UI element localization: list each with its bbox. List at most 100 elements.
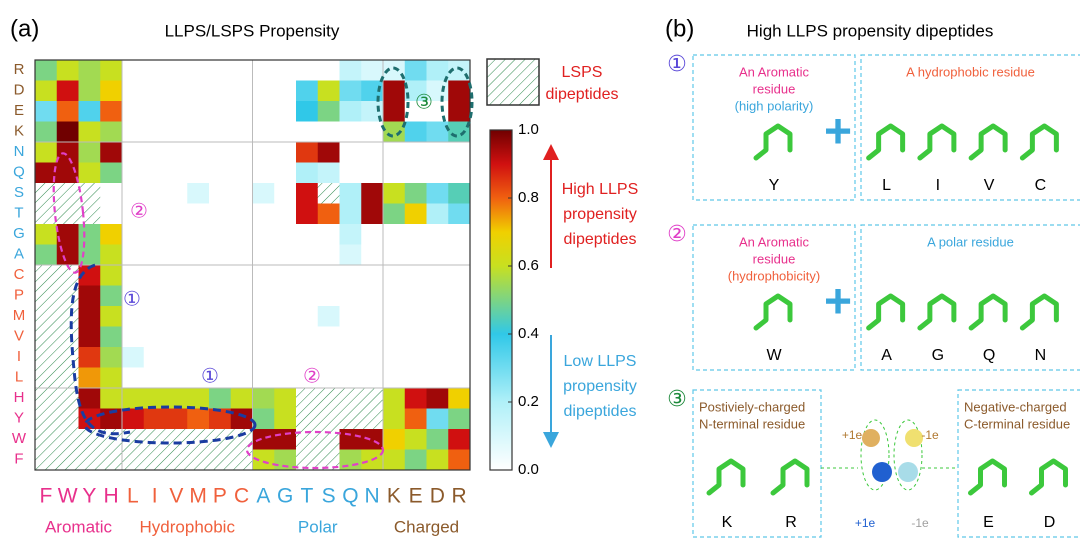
annotation: propensity [563,206,637,223]
box-text: An Aromatic [739,64,810,79]
cell [79,368,101,389]
cell [296,101,318,122]
box-text: Postiviely-charged [699,399,805,414]
cell [144,245,166,266]
row-label: E [14,102,24,119]
colorbar-tick-label: 1.0 [518,121,539,138]
lsps-cell [340,409,362,430]
cell [100,224,122,245]
lsps-cell [318,183,340,204]
cell [144,122,166,143]
cell [361,60,383,81]
column-label: P [213,485,227,508]
column-label: F [39,485,52,508]
row-label: T [14,205,23,222]
cell [187,265,209,286]
cell [79,224,101,245]
cell [318,60,340,81]
cell [253,60,275,81]
cell [79,142,101,163]
cell [296,245,318,266]
cell [122,409,144,430]
cell [100,60,122,81]
lsps-cell [35,368,57,389]
panel-b: ①An Aromaticresidue(high polarity)YA hyd… [667,51,1070,531]
cell [318,245,340,266]
cell [187,81,209,102]
cell [274,368,296,389]
cell [318,142,340,163]
column-label: V [169,485,183,508]
lsps-cell [187,450,209,471]
cell [253,429,275,450]
charge-label: -1e [921,428,939,442]
cell [187,163,209,184]
cell [166,327,188,348]
cell [427,183,449,204]
cell [361,163,383,184]
row-label: V [14,328,24,345]
cell [318,347,340,368]
cell [79,306,101,327]
cell [231,286,253,307]
cell [100,101,122,122]
cell [383,388,405,409]
cell [35,245,57,266]
cell [209,101,231,122]
molecule [756,296,790,328]
molecule [773,461,807,493]
cell [144,60,166,81]
cell [187,327,209,348]
cell [448,265,470,286]
cell [166,142,188,163]
molecule [1032,461,1066,493]
cell [209,163,231,184]
section-number: ③ [667,386,687,411]
cell [100,368,122,389]
cell [253,265,275,286]
cell [296,265,318,286]
cell [122,142,144,163]
annotation: propensity [563,378,637,395]
residue-label: R [785,514,797,531]
lsps-cell [361,388,383,409]
cell [361,327,383,348]
lsps-cell [35,450,57,471]
cell [187,286,209,307]
row-label: F [14,451,23,468]
cell [383,183,405,204]
cell [253,183,275,204]
cell [209,388,231,409]
cell [340,163,362,184]
cell [296,306,318,327]
cell [144,409,166,430]
box-text: A hydrophobic residue [906,64,1035,79]
cell [361,265,383,286]
cell [209,204,231,225]
lsps-cell [57,429,79,450]
cell [187,60,209,81]
figure: (a) LLPS/LSPS Propensity (b) High LLPS p… [0,0,1080,539]
cell [274,81,296,102]
annotation: High LLPS [562,181,639,198]
column-label: R [452,485,467,508]
cell [340,204,362,225]
section-number: ② [667,221,687,246]
chart-title: LLPS/LSPS Propensity [165,21,340,40]
cell [448,81,470,102]
cell [35,224,57,245]
legend-label: dipeptides [546,86,619,103]
group-label: Hydrophobic [140,517,236,536]
cell [318,163,340,184]
cell [340,224,362,245]
row-label: M [13,307,26,324]
row-label: Y [14,410,24,427]
column-label: A [256,485,270,508]
cell [361,122,383,143]
colorbar-tick-label: 0.8 [518,189,539,206]
column-label: W [58,485,78,508]
row-label: H [14,389,25,406]
cell [274,347,296,368]
cell [231,306,253,327]
cell [187,224,209,245]
